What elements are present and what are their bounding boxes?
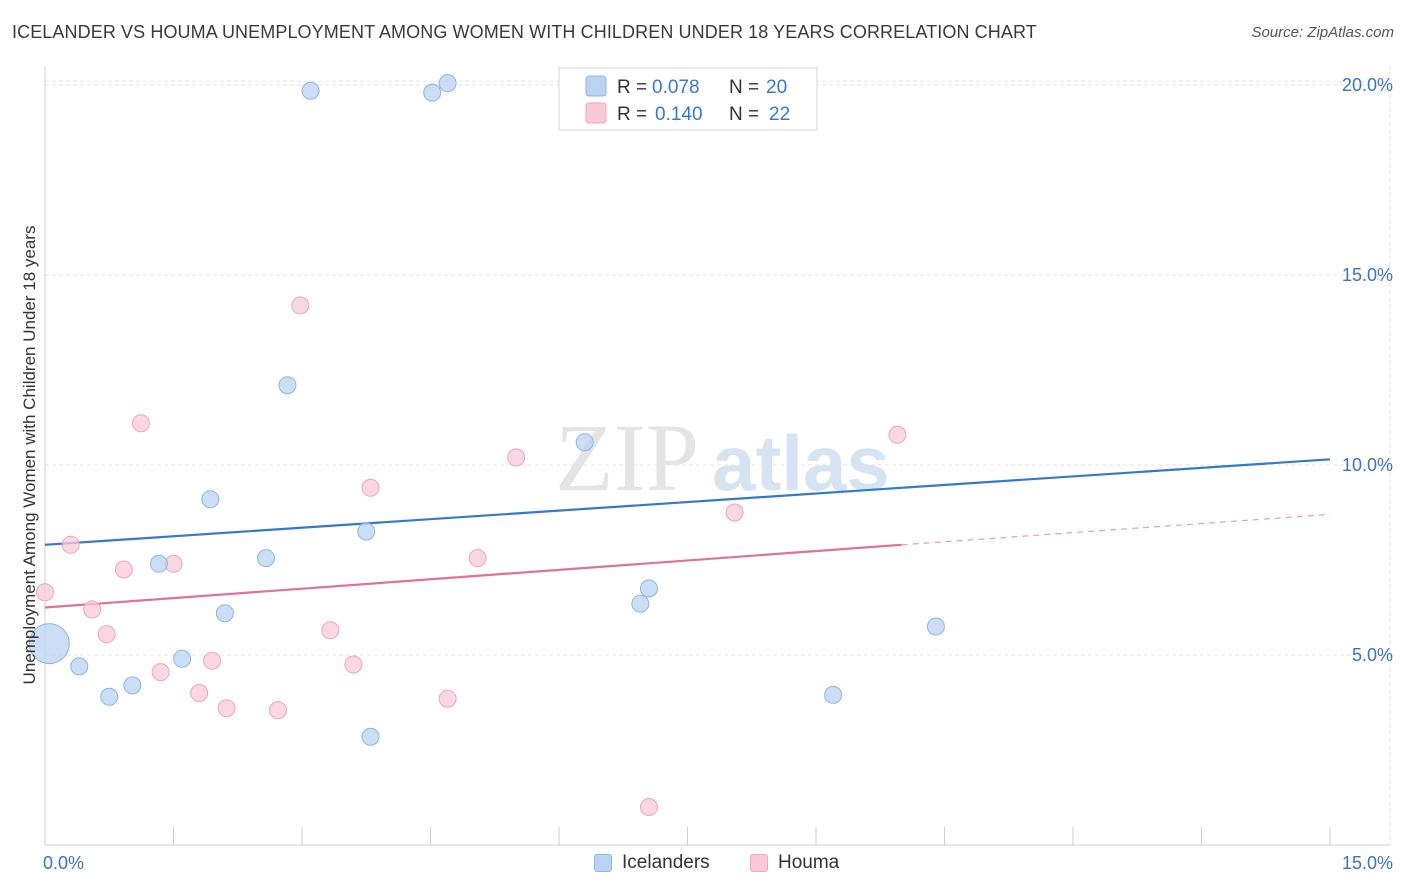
houma-point-1 xyxy=(61,535,80,554)
houma-point-4 xyxy=(114,560,133,579)
icelanders-point-18 xyxy=(824,685,843,704)
axes xyxy=(44,66,1390,846)
legend-n-label-0: N = xyxy=(729,77,759,98)
houma-point-8 xyxy=(190,684,209,702)
houma-point-21 xyxy=(888,425,907,444)
icelanders-point-5 xyxy=(173,649,192,668)
y-tick-label-3: 20.0% xyxy=(1342,75,1393,95)
houma-point-11 xyxy=(269,701,288,720)
icelanders-label: Icelanders xyxy=(622,852,710,873)
icelanders-point-12 xyxy=(361,727,380,746)
icelanders-point-10 xyxy=(301,81,320,100)
legend-r-value-1: 0.140 xyxy=(655,104,703,125)
houma-label: Houma xyxy=(778,852,840,873)
watermark-atlas: atlas xyxy=(712,419,890,507)
icelanders-point-8 xyxy=(257,549,276,568)
bottom-legend: Icelanders Houma xyxy=(0,852,1406,880)
bottom-legend-icelanders: Icelanders xyxy=(594,852,710,874)
houma-point-3 xyxy=(97,625,116,644)
legend-n-label-1: N = xyxy=(729,104,759,125)
houma-point-20 xyxy=(725,503,744,522)
y-axis-label: Unemployment Among Women with Children U… xyxy=(20,226,39,685)
legend-n-value-1: 22 xyxy=(769,104,790,125)
grid-lines xyxy=(45,66,1391,845)
houma-point-9 xyxy=(203,651,222,670)
x-tick-label-1: 15.0% xyxy=(1342,853,1393,873)
legend: R = 0.078 N = 20 R = 0.140 N = 22 xyxy=(558,67,818,131)
icelanders-point-1 xyxy=(70,657,89,676)
legend-swatch-icelanders xyxy=(585,75,607,97)
houma-point-16 xyxy=(438,689,457,708)
icelanders-point-4 xyxy=(149,554,168,573)
icelanders-point-14 xyxy=(438,74,457,93)
houma-trend-extension xyxy=(901,513,1331,546)
icelanders-point-17 xyxy=(639,579,658,598)
bottom-legend-houma: Houma xyxy=(750,852,839,874)
houma-point-0 xyxy=(36,583,54,602)
watermark: ZIP atlas xyxy=(555,404,890,511)
houma-point-10 xyxy=(217,699,236,718)
icelanders-point-0 xyxy=(28,623,70,665)
chart-title: ICELANDER VS HOUMA UNEMPLOYMENT AMONG WO… xyxy=(12,22,1037,42)
icelanders-point-16 xyxy=(631,594,650,613)
legend-r-label-0: R = xyxy=(617,77,647,98)
icelanders-trend-line xyxy=(44,458,1331,546)
icelanders-point-2 xyxy=(100,687,119,706)
y-tick-label-2: 15.0% xyxy=(1342,265,1393,285)
y-tick-label-0: 5.0% xyxy=(1352,645,1393,665)
houma-point-19 xyxy=(639,798,658,816)
x-tick-label-0: 0.0% xyxy=(43,853,84,873)
legend-n-value-0: 20 xyxy=(766,77,787,98)
icelanders-point-19 xyxy=(926,617,945,636)
icelanders-point-6 xyxy=(201,490,220,509)
houma-point-18 xyxy=(507,448,526,467)
watermark-zip: ZIP xyxy=(555,404,699,511)
tick-labels: 5.0% 10.0% 15.0% 20.0% 0.0% 15.0% xyxy=(43,75,1393,873)
houma-point-13 xyxy=(321,621,340,640)
houma-point-14 xyxy=(344,655,363,674)
houma-point-2 xyxy=(83,600,102,619)
legend-r-label-1: R = xyxy=(617,104,647,125)
legend-r-value-0: 0.078 xyxy=(652,77,700,98)
houma-point-17 xyxy=(468,549,487,568)
houma-point-15 xyxy=(361,478,380,497)
source-label: Source: ZipAtlas.com xyxy=(1251,24,1394,41)
houma-point-12 xyxy=(291,296,310,315)
y-tick-label-1: 10.0% xyxy=(1342,455,1393,475)
icelanders-swatch xyxy=(594,854,612,872)
icelanders-point-15 xyxy=(575,433,594,452)
houma-swatch xyxy=(750,854,768,872)
icelanders-point-9 xyxy=(278,376,297,395)
trend-lines xyxy=(44,458,1331,609)
icelanders-point-3 xyxy=(123,676,142,695)
icelanders-point-7 xyxy=(215,604,234,623)
data-points xyxy=(28,74,945,816)
houma-point-5 xyxy=(131,414,150,433)
icelanders-point-13 xyxy=(423,83,442,102)
houma-trend-line xyxy=(44,543,902,609)
houma-point-6 xyxy=(151,663,170,682)
icelanders-point-11 xyxy=(357,522,376,541)
legend-swatch-houma xyxy=(585,102,607,124)
